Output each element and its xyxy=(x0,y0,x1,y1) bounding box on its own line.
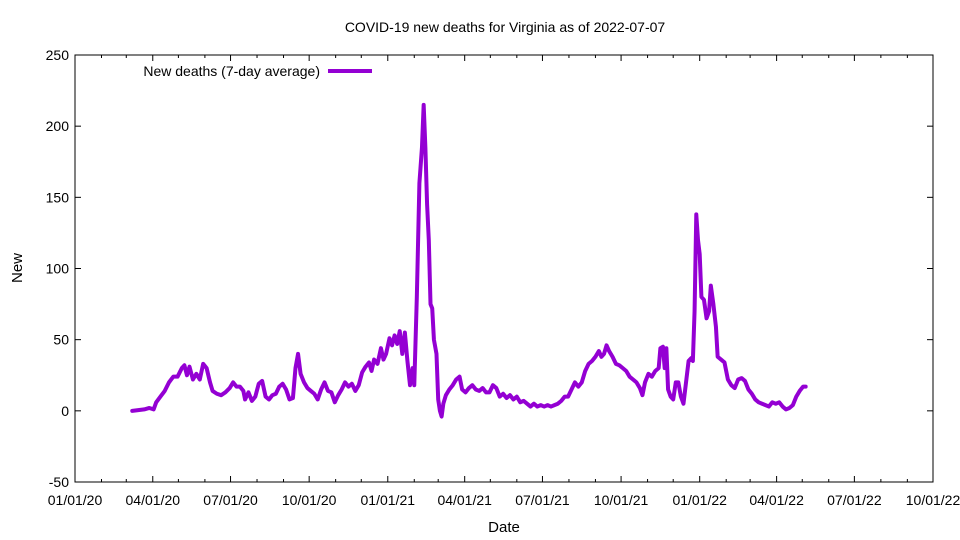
x-axis-title: Date xyxy=(488,519,520,536)
x-tick-label: 07/01/21 xyxy=(515,492,570,508)
y-tick-label: 50 xyxy=(53,332,69,348)
x-tick-label: 04/01/20 xyxy=(126,492,181,508)
x-tick-label: 01/01/21 xyxy=(361,492,416,508)
plot-area: -50 0 50 100 150 200 250 01/01/20 04/01/20 07/01… xyxy=(46,47,960,508)
y-tick-label: 100 xyxy=(46,261,70,277)
y-axis-title: New xyxy=(9,253,26,283)
y-tick-label: 250 xyxy=(46,47,70,63)
legend: New deaths (7-day average) xyxy=(143,63,372,79)
series-layer xyxy=(130,102,808,419)
chart-title: COVID-19 new deaths for Virginia as of 2… xyxy=(345,19,666,35)
x-tick-label: 10/01/20 xyxy=(282,492,337,508)
x-tick-label: 01/01/22 xyxy=(672,492,727,508)
y-axis: -50 0 50 100 150 200 250 xyxy=(46,47,933,490)
x-tick-label: 01/01/20 xyxy=(48,492,103,508)
y-tick-label: 0 xyxy=(61,403,69,419)
legend-label: New deaths (7-day average) xyxy=(143,63,320,79)
x-tick-label: 07/01/22 xyxy=(827,492,882,508)
x-tick-label: 10/01/21 xyxy=(594,492,649,508)
plot-frame xyxy=(74,54,934,483)
y-tick-label: 200 xyxy=(46,118,70,134)
series-line xyxy=(130,102,808,419)
x-tick-label: 04/01/21 xyxy=(437,492,492,508)
x-tick-label: 04/01/22 xyxy=(749,492,804,508)
x-tick-label: 07/01/20 xyxy=(203,492,258,508)
x-tick-label: 10/01/22 xyxy=(906,492,960,508)
x-axis: 01/01/20 04/01/20 07/01/20 10/01/20 01/01/21… xyxy=(48,55,960,508)
y-tick-label: 150 xyxy=(46,189,70,205)
y-tick-label: -50 xyxy=(49,474,69,490)
